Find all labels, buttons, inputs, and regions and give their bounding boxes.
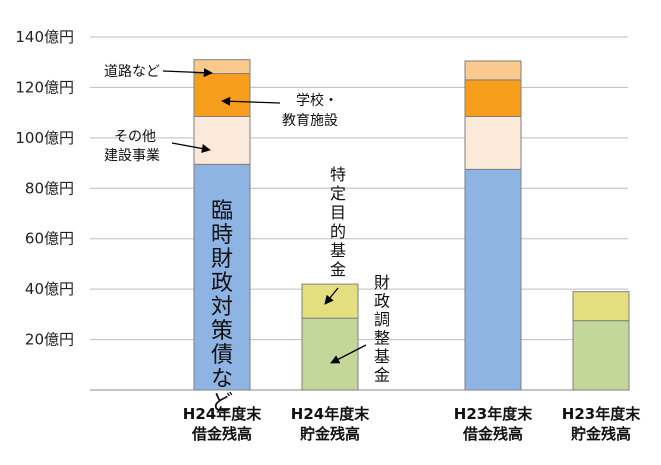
annotation-char: ど bbox=[211, 391, 233, 416]
annotation-char: 調 bbox=[374, 310, 390, 329]
annotation-label: 道路など bbox=[104, 64, 160, 80]
y-tick-label: 60億円 bbox=[25, 230, 74, 248]
category-label: 貯金残高 bbox=[571, 425, 631, 443]
annotation-char: 的 bbox=[330, 222, 346, 241]
annotation-char: 特 bbox=[330, 165, 346, 184]
y-tick-label: 80億円 bbox=[25, 179, 74, 197]
bar-segment bbox=[464, 79, 522, 117]
annotation-arrow bbox=[162, 68, 213, 78]
bar-segment bbox=[193, 73, 251, 117]
bar-segment bbox=[464, 60, 522, 81]
y-tick-label: 120億円 bbox=[15, 78, 74, 96]
annotation-label: 学校・ bbox=[296, 92, 338, 109]
annotation-arrow bbox=[171, 142, 211, 153]
bar-segment bbox=[464, 115, 522, 170]
category-label: H24年度末 bbox=[183, 405, 262, 423]
annotation-char: 金 bbox=[330, 260, 346, 279]
annotation-arrow bbox=[324, 287, 339, 305]
annotation-arrow bbox=[221, 96, 281, 106]
gridlines bbox=[90, 36, 628, 391]
bar-segment bbox=[301, 283, 359, 319]
annotation-char: 基 bbox=[330, 241, 346, 260]
annotation-label: 教育施設 bbox=[282, 113, 338, 129]
y-tick-label: 20億円 bbox=[25, 331, 74, 349]
annotation-char: 政 bbox=[374, 292, 390, 311]
annotation-char: 対 bbox=[211, 295, 233, 320]
annotation-char: 時 bbox=[211, 223, 233, 248]
annotation-char: 整 bbox=[374, 329, 390, 348]
y-tick-label: 40億円 bbox=[25, 280, 74, 298]
category-label: 借金残高 bbox=[462, 425, 523, 443]
y-axis-tick-labels: 20億円 40億円 60億円 80億円 100億円 120億円 140億円 bbox=[15, 28, 74, 349]
annotation-char: 策 bbox=[211, 319, 233, 344]
category-label: 貯金残高 bbox=[300, 425, 360, 443]
y-tick-label: 140億円 bbox=[15, 28, 74, 46]
annotation-char: 政 bbox=[211, 271, 233, 296]
annotation-char: 債 bbox=[211, 343, 233, 368]
bar-segment bbox=[464, 168, 522, 391]
annotation-char: 財 bbox=[211, 247, 233, 272]
annotation-char: 定 bbox=[330, 184, 346, 203]
bar-segment bbox=[193, 59, 251, 75]
category-label: H23年度末 bbox=[562, 405, 641, 423]
y-tick-label: 100億円 bbox=[15, 129, 74, 147]
bar-segment bbox=[572, 320, 630, 391]
annotation-char: 目 bbox=[330, 203, 346, 222]
category-label: H23年度末 bbox=[454, 405, 533, 423]
annotation-char: 金 bbox=[374, 366, 390, 385]
annotation-label: 建設事業 bbox=[104, 148, 160, 164]
annotation-arrow bbox=[330, 344, 367, 364]
annotation-char: 財 bbox=[374, 273, 390, 292]
category-label: H24年度末 bbox=[291, 405, 370, 423]
annotation-char: 臨 bbox=[211, 199, 233, 224]
bar-segment bbox=[193, 115, 251, 165]
bars bbox=[193, 59, 630, 391]
bar-segment bbox=[193, 163, 251, 391]
annotation-char: 基 bbox=[374, 347, 390, 366]
annotation-char: な bbox=[211, 367, 233, 392]
bar-segment bbox=[572, 291, 630, 322]
annotation-label: その他 bbox=[114, 129, 156, 145]
category-label: 借金残高 bbox=[191, 425, 252, 443]
